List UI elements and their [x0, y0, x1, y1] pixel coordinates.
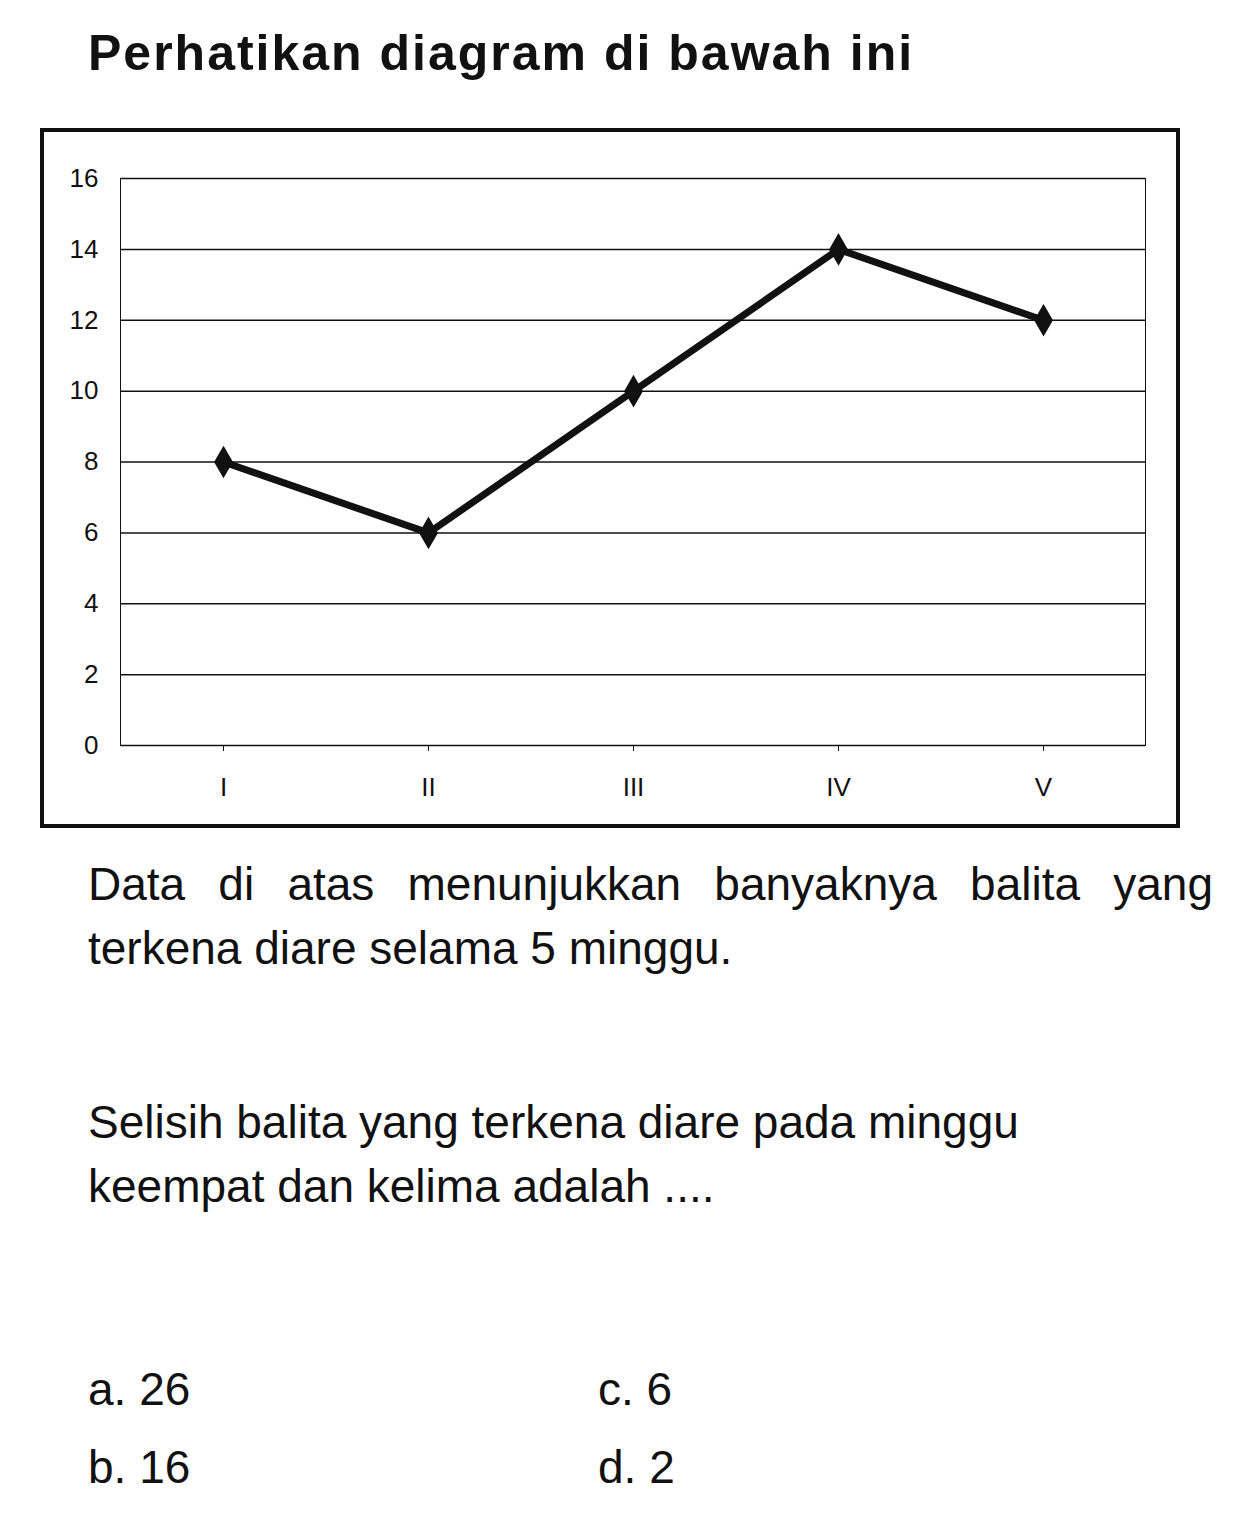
html-text:d. 2: d. 2	[598, 1441, 675, 1493]
html-text:c. 6: c. 6	[598, 1363, 673, 1415]
html-text:a. 26: a. 26	[88, 1363, 191, 1415]
svg-text:III: III	[623, 772, 645, 802]
svg-text:10: 10	[70, 375, 99, 405]
svg-text:4: 4	[84, 588, 98, 618]
svg-text:0: 0	[84, 730, 98, 760]
svg-text:12: 12	[70, 305, 99, 335]
svg-text:II: II	[421, 772, 435, 802]
svg-text:8: 8	[84, 446, 98, 476]
html-text:Data di atas menunjukkan banya: Data di atas menunjukkan banyaknya balit…	[88, 858, 1213, 974]
svg-text:6: 6	[84, 517, 98, 547]
svg-text:14: 14	[70, 234, 99, 264]
svg-text:IV: IV	[826, 772, 851, 802]
svg-text:V: V	[1035, 772, 1053, 802]
html-text:Perhatikan diagram di bawah in: Perhatikan diagram di bawah ini	[88, 25, 915, 81]
html-text:b. 16: b. 16	[88, 1441, 191, 1493]
svg-text:2: 2	[84, 659, 98, 689]
svg-text:16: 16	[70, 163, 99, 193]
html-text:Selisih balita yang terkena di: Selisih balita yang terkena diare pada m…	[88, 1096, 1019, 1212]
svg-text:I: I	[220, 772, 227, 802]
